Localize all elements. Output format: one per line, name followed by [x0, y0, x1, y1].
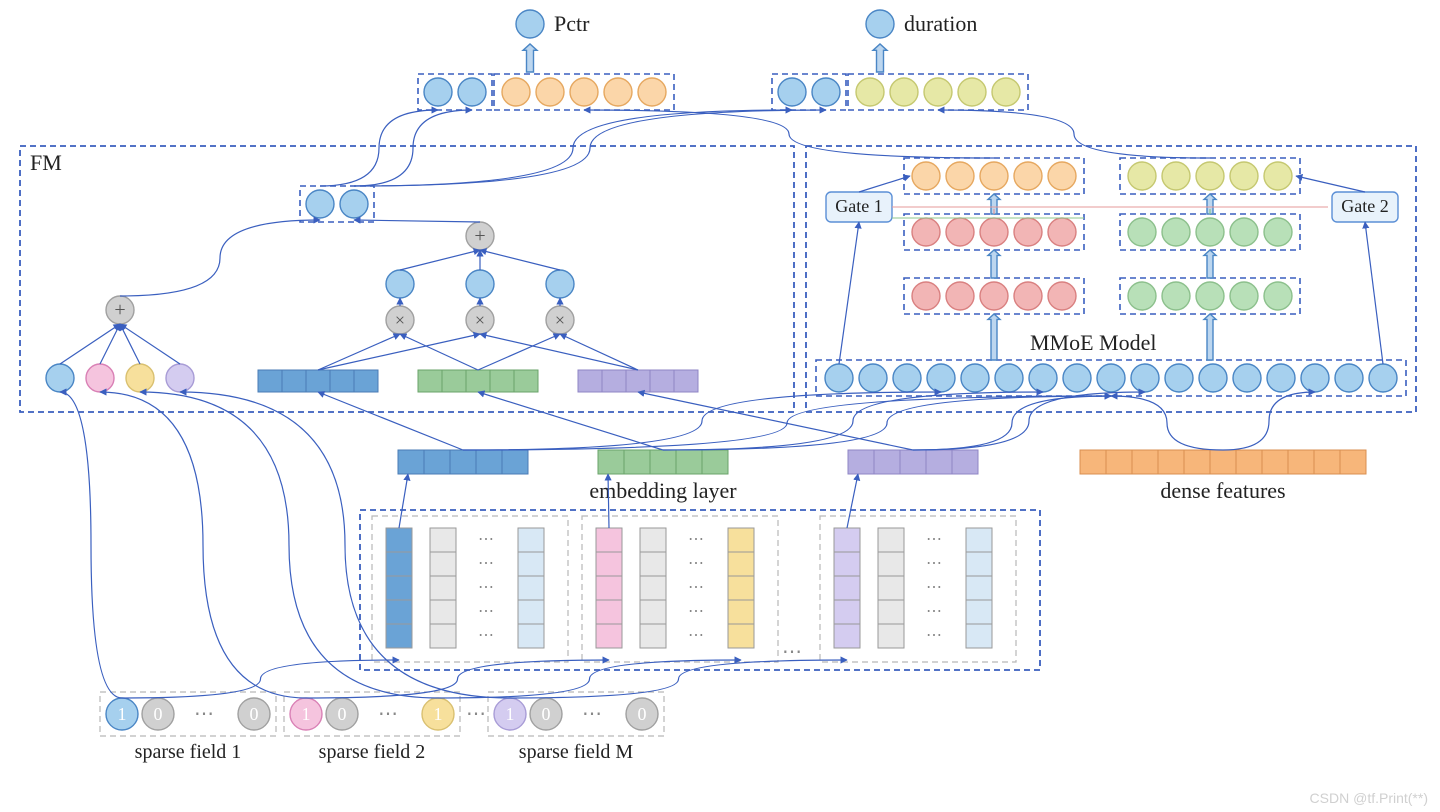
- svg-text:1: 1: [434, 704, 443, 724]
- watermark: CSDN @tf.Print(**): [1310, 790, 1428, 806]
- svg-text:0: 0: [338, 704, 347, 724]
- svg-text:⋯: ⋯: [582, 703, 602, 725]
- svg-text:⋯: ⋯: [478, 627, 494, 644]
- svg-text:0: 0: [250, 704, 259, 724]
- svg-text:⋯: ⋯: [926, 555, 942, 572]
- svg-text:⋯: ⋯: [926, 627, 942, 644]
- svg-text:sparse field 2: sparse field 2: [319, 741, 426, 763]
- svg-text:0: 0: [638, 704, 647, 724]
- architecture-diagram: Pctr duration FM + × × × + MMoE Model Gate 1 Gate …: [0, 0, 1440, 812]
- svg-text:sparse field M: sparse field M: [519, 741, 634, 763]
- svg-text:⋯: ⋯: [926, 531, 942, 548]
- svg-text:embedding layer: embedding layer: [589, 478, 737, 503]
- svg-text:⋯: ⋯: [688, 627, 704, 644]
- svg-text:duration: duration: [904, 11, 977, 36]
- svg-text:+: +: [114, 299, 125, 321]
- svg-text:sparse field 1: sparse field 1: [135, 741, 242, 763]
- svg-text:⋯: ⋯: [478, 579, 494, 596]
- svg-text:Gate 2: Gate 2: [1341, 196, 1388, 216]
- svg-text:1: 1: [506, 704, 515, 724]
- svg-text:FM: FM: [30, 150, 62, 175]
- svg-text:⋯: ⋯: [478, 531, 494, 548]
- svg-text:1: 1: [302, 704, 311, 724]
- svg-text:⋯: ⋯: [478, 555, 494, 572]
- svg-text:⋯: ⋯: [194, 703, 214, 725]
- svg-text:Pctr: Pctr: [554, 11, 590, 36]
- svg-text:0: 0: [154, 704, 163, 724]
- svg-text:0: 0: [542, 704, 551, 724]
- svg-text:⋯: ⋯: [688, 579, 704, 596]
- svg-text:⋯: ⋯: [688, 603, 704, 620]
- svg-text:dense features: dense features: [1160, 478, 1285, 503]
- svg-text:⋯: ⋯: [688, 555, 704, 572]
- svg-text:MMoE Model: MMoE Model: [1030, 330, 1157, 355]
- svg-text:1: 1: [118, 704, 127, 724]
- svg-text:⋯: ⋯: [926, 603, 942, 620]
- svg-text:⋯: ⋯: [688, 531, 704, 548]
- svg-text:⋯: ⋯: [478, 603, 494, 620]
- svg-text:×: ×: [555, 310, 565, 330]
- svg-text:⋯: ⋯: [466, 703, 486, 725]
- svg-text:×: ×: [475, 310, 485, 330]
- svg-text:⋯: ⋯: [378, 703, 398, 725]
- svg-text:⋯: ⋯: [926, 579, 942, 596]
- svg-text:×: ×: [395, 310, 405, 330]
- svg-text:⋯: ⋯: [782, 641, 802, 663]
- svg-text:Gate 1: Gate 1: [835, 196, 882, 216]
- svg-text:+: +: [474, 225, 485, 247]
